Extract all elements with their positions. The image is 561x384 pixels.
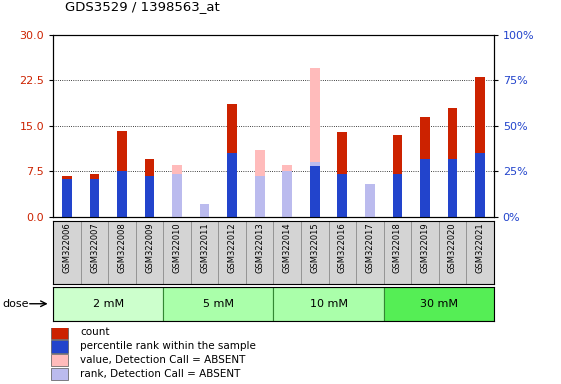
Text: GSM322009: GSM322009 xyxy=(145,223,154,273)
Text: GSM322019: GSM322019 xyxy=(420,223,429,273)
Bar xyxy=(51,340,68,353)
Bar xyxy=(365,184,375,217)
Bar xyxy=(273,221,301,284)
Bar xyxy=(246,221,274,284)
Bar xyxy=(356,221,384,284)
Text: dose: dose xyxy=(3,299,29,309)
Bar xyxy=(411,221,439,284)
Text: value, Detection Call = ABSENT: value, Detection Call = ABSENT xyxy=(80,355,246,365)
Bar xyxy=(310,162,320,217)
Text: GSM322011: GSM322011 xyxy=(200,223,209,273)
Text: 10 mM: 10 mM xyxy=(310,299,347,309)
Bar xyxy=(227,153,237,217)
Text: GSM322010: GSM322010 xyxy=(173,223,182,273)
Bar xyxy=(200,204,209,217)
Bar xyxy=(145,175,154,217)
Bar xyxy=(51,368,68,381)
Text: GSM322012: GSM322012 xyxy=(228,223,237,273)
Bar xyxy=(475,153,485,217)
Bar xyxy=(90,174,99,217)
Text: GSM322006: GSM322006 xyxy=(63,223,72,273)
Bar xyxy=(338,132,347,217)
Text: GSM322015: GSM322015 xyxy=(310,223,319,273)
Bar xyxy=(255,150,265,217)
Bar xyxy=(384,287,494,321)
Text: GSM322020: GSM322020 xyxy=(448,223,457,273)
Text: count: count xyxy=(80,328,110,338)
Bar xyxy=(163,221,191,284)
Text: 2 mM: 2 mM xyxy=(93,299,124,309)
Bar xyxy=(163,287,273,321)
Text: GSM322013: GSM322013 xyxy=(255,223,264,273)
Bar xyxy=(117,131,127,217)
Text: GSM322017: GSM322017 xyxy=(365,223,374,273)
Bar xyxy=(393,174,402,217)
Bar xyxy=(51,354,68,366)
Bar xyxy=(448,108,457,217)
Bar xyxy=(420,159,430,217)
Bar xyxy=(136,221,163,284)
Bar xyxy=(273,287,384,321)
Bar xyxy=(191,221,218,284)
Bar xyxy=(475,77,485,217)
Bar xyxy=(145,159,154,217)
Text: GSM322021: GSM322021 xyxy=(475,223,484,273)
Bar xyxy=(117,171,127,217)
Bar xyxy=(329,221,356,284)
Text: GSM322007: GSM322007 xyxy=(90,223,99,273)
Bar xyxy=(218,221,246,284)
Bar xyxy=(448,159,457,217)
Text: percentile rank within the sample: percentile rank within the sample xyxy=(80,341,256,351)
Bar xyxy=(310,167,320,217)
Text: rank, Detection Call = ABSENT: rank, Detection Call = ABSENT xyxy=(80,369,241,379)
Text: 30 mM: 30 mM xyxy=(420,299,458,309)
Bar xyxy=(172,165,182,217)
Bar xyxy=(53,287,163,321)
Bar xyxy=(282,165,292,217)
Bar xyxy=(338,174,347,217)
Text: 5 mM: 5 mM xyxy=(203,299,234,309)
Bar xyxy=(255,175,265,217)
Bar xyxy=(420,117,430,217)
Text: GDS3529 / 1398563_at: GDS3529 / 1398563_at xyxy=(65,0,219,13)
Bar xyxy=(365,184,375,217)
Bar xyxy=(310,68,320,217)
Text: GSM322014: GSM322014 xyxy=(283,223,292,273)
Bar xyxy=(62,179,72,217)
Bar xyxy=(90,179,99,217)
Bar xyxy=(53,221,81,284)
Text: GSM322016: GSM322016 xyxy=(338,223,347,273)
Bar xyxy=(384,221,411,284)
Bar xyxy=(81,221,108,284)
Bar xyxy=(200,208,209,217)
Bar xyxy=(301,221,329,284)
Text: GSM322018: GSM322018 xyxy=(393,223,402,273)
Bar xyxy=(393,135,402,217)
Bar xyxy=(62,175,72,217)
Bar xyxy=(108,221,136,284)
Bar xyxy=(282,171,292,217)
Bar xyxy=(227,104,237,217)
Bar xyxy=(439,221,466,284)
Text: GSM322008: GSM322008 xyxy=(118,223,127,273)
Bar xyxy=(466,221,494,284)
Bar xyxy=(172,174,182,217)
Bar xyxy=(51,326,68,339)
